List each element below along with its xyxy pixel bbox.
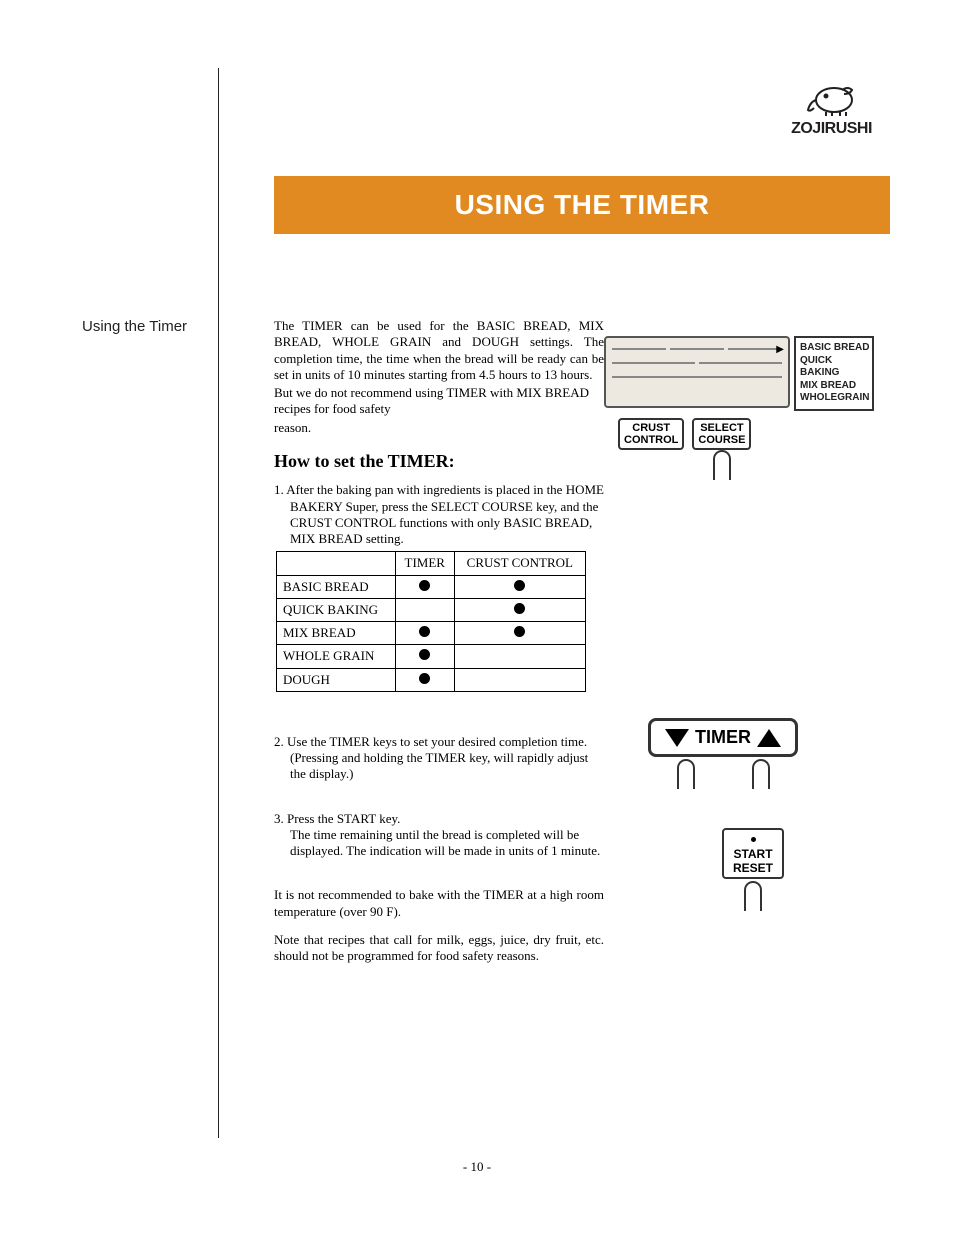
row-label: MIX BREAD: [277, 622, 396, 645]
note-1: It is not recommended to bake with the T…: [274, 887, 604, 920]
row-label: BASIC BREAD: [277, 575, 396, 598]
intro-paragraph: The TIMER can be used for the BASIC BREA…: [274, 318, 604, 383]
table-row: MIX BREAD: [277, 622, 586, 645]
row-label: WHOLE GRAIN: [277, 645, 396, 668]
up-arrow-icon: [757, 729, 781, 747]
brand-logo: ZOJIRUSHI: [779, 80, 884, 138]
howto-heading: How to set the TIMER:: [274, 450, 604, 473]
section-header: USING THE TIMER: [274, 176, 890, 234]
page-number: - 10 -: [0, 1159, 954, 1175]
step-1: 1. After the baking pan with ingredients…: [274, 482, 604, 692]
table-row: WHOLE GRAIN: [277, 645, 586, 668]
step-2: 2. Use the TIMER keys to set your desire…: [274, 734, 604, 783]
crust-cell: [454, 622, 585, 645]
table-header-timer: TIMER: [395, 552, 454, 575]
dot-icon: [514, 580, 525, 591]
step3-sub: The time remaining until the bread is co…: [274, 827, 604, 860]
crust-cell: [454, 645, 585, 668]
timer-cell: [395, 645, 454, 668]
table-row: QUICK BAKING: [277, 598, 586, 621]
crust-cell: [454, 668, 585, 691]
menu-item: BASIC BREAD: [800, 342, 870, 355]
dot-icon: [514, 626, 525, 637]
reset-label: RESET: [726, 862, 780, 876]
margin-label: Using the Timer: [82, 318, 187, 335]
start-label: START: [726, 848, 780, 862]
step-3: 3. Press the START key. The time remaini…: [274, 811, 604, 860]
crust-cell: [454, 598, 585, 621]
elephant-icon: [802, 80, 862, 116]
menu-item: QUICK BAKING: [800, 355, 870, 380]
timer-cell: [395, 622, 454, 645]
timer-cell: [395, 668, 454, 691]
dot-icon: [419, 626, 430, 637]
intro-sub1: But we do not recommend using TIMER with…: [274, 385, 604, 418]
step2-sub: (Pressing and holding the TIMER key, wil…: [274, 750, 604, 783]
step1-text: 1. After the baking pan with ingredients…: [274, 482, 604, 547]
btn-label: COURSE: [698, 434, 745, 446]
row-label: QUICK BAKING: [277, 598, 396, 621]
btn-label: CRUST: [624, 422, 678, 434]
illustration-start-key: START RESET: [722, 828, 784, 911]
illustration-timer-keys: TIMER: [648, 718, 798, 789]
dot-icon: [419, 673, 430, 684]
course-menu: BASIC BREAD QUICK BAKING MIX BREAD WHOLE…: [794, 336, 874, 411]
timer-label: TIMER: [695, 727, 751, 748]
section-title: USING THE TIMER: [455, 189, 710, 221]
table-row: DOUGH: [277, 668, 586, 691]
brand-name: ZOJIRUSHI: [779, 120, 884, 138]
table-header-crust: CRUST CONTROL: [454, 552, 585, 575]
row-label: DOUGH: [277, 668, 396, 691]
dot-icon: [419, 649, 430, 660]
crust-control-button: CRUST CONTROL: [618, 418, 684, 480]
feature-table: TIMER CRUST CONTROL BASIC BREADQUICK BAK…: [276, 551, 586, 692]
dot-icon: [514, 603, 525, 614]
step3-text: 3. Press the START key.: [274, 811, 604, 827]
step2-text: 2. Use the TIMER keys to set your desire…: [274, 734, 604, 750]
menu-item: WHOLEGRAIN: [800, 392, 870, 405]
table-row: BASIC BREAD: [277, 575, 586, 598]
vertical-divider: [218, 68, 219, 1138]
select-course-button: SELECT COURSE: [692, 418, 751, 480]
note-2: Note that recipes that call for milk, eg…: [274, 932, 604, 965]
timer-cell: [395, 575, 454, 598]
intro-sub2: reason.: [274, 420, 604, 436]
illustration-course-select: ▶ BASIC BREAD QUICK BAKING MIX BREAD WHO…: [604, 336, 882, 480]
finger-icon: [752, 759, 770, 789]
finger-icon: [713, 450, 731, 480]
finger-icon: [677, 759, 695, 789]
lcd-panel: ▶: [604, 336, 790, 408]
btn-label: SELECT: [698, 422, 745, 434]
led-icon: [751, 837, 756, 842]
table-header-blank: [277, 552, 396, 575]
main-content: The TIMER can be used for the BASIC BREA…: [274, 318, 604, 966]
finger-icon: [744, 881, 762, 911]
timer-cell: [395, 598, 454, 621]
btn-label: CONTROL: [624, 434, 678, 446]
pointer-icon: ▶: [776, 344, 784, 355]
dot-icon: [419, 580, 430, 591]
menu-item: MIX BREAD: [800, 380, 870, 393]
down-arrow-icon: [665, 729, 689, 747]
crust-cell: [454, 575, 585, 598]
